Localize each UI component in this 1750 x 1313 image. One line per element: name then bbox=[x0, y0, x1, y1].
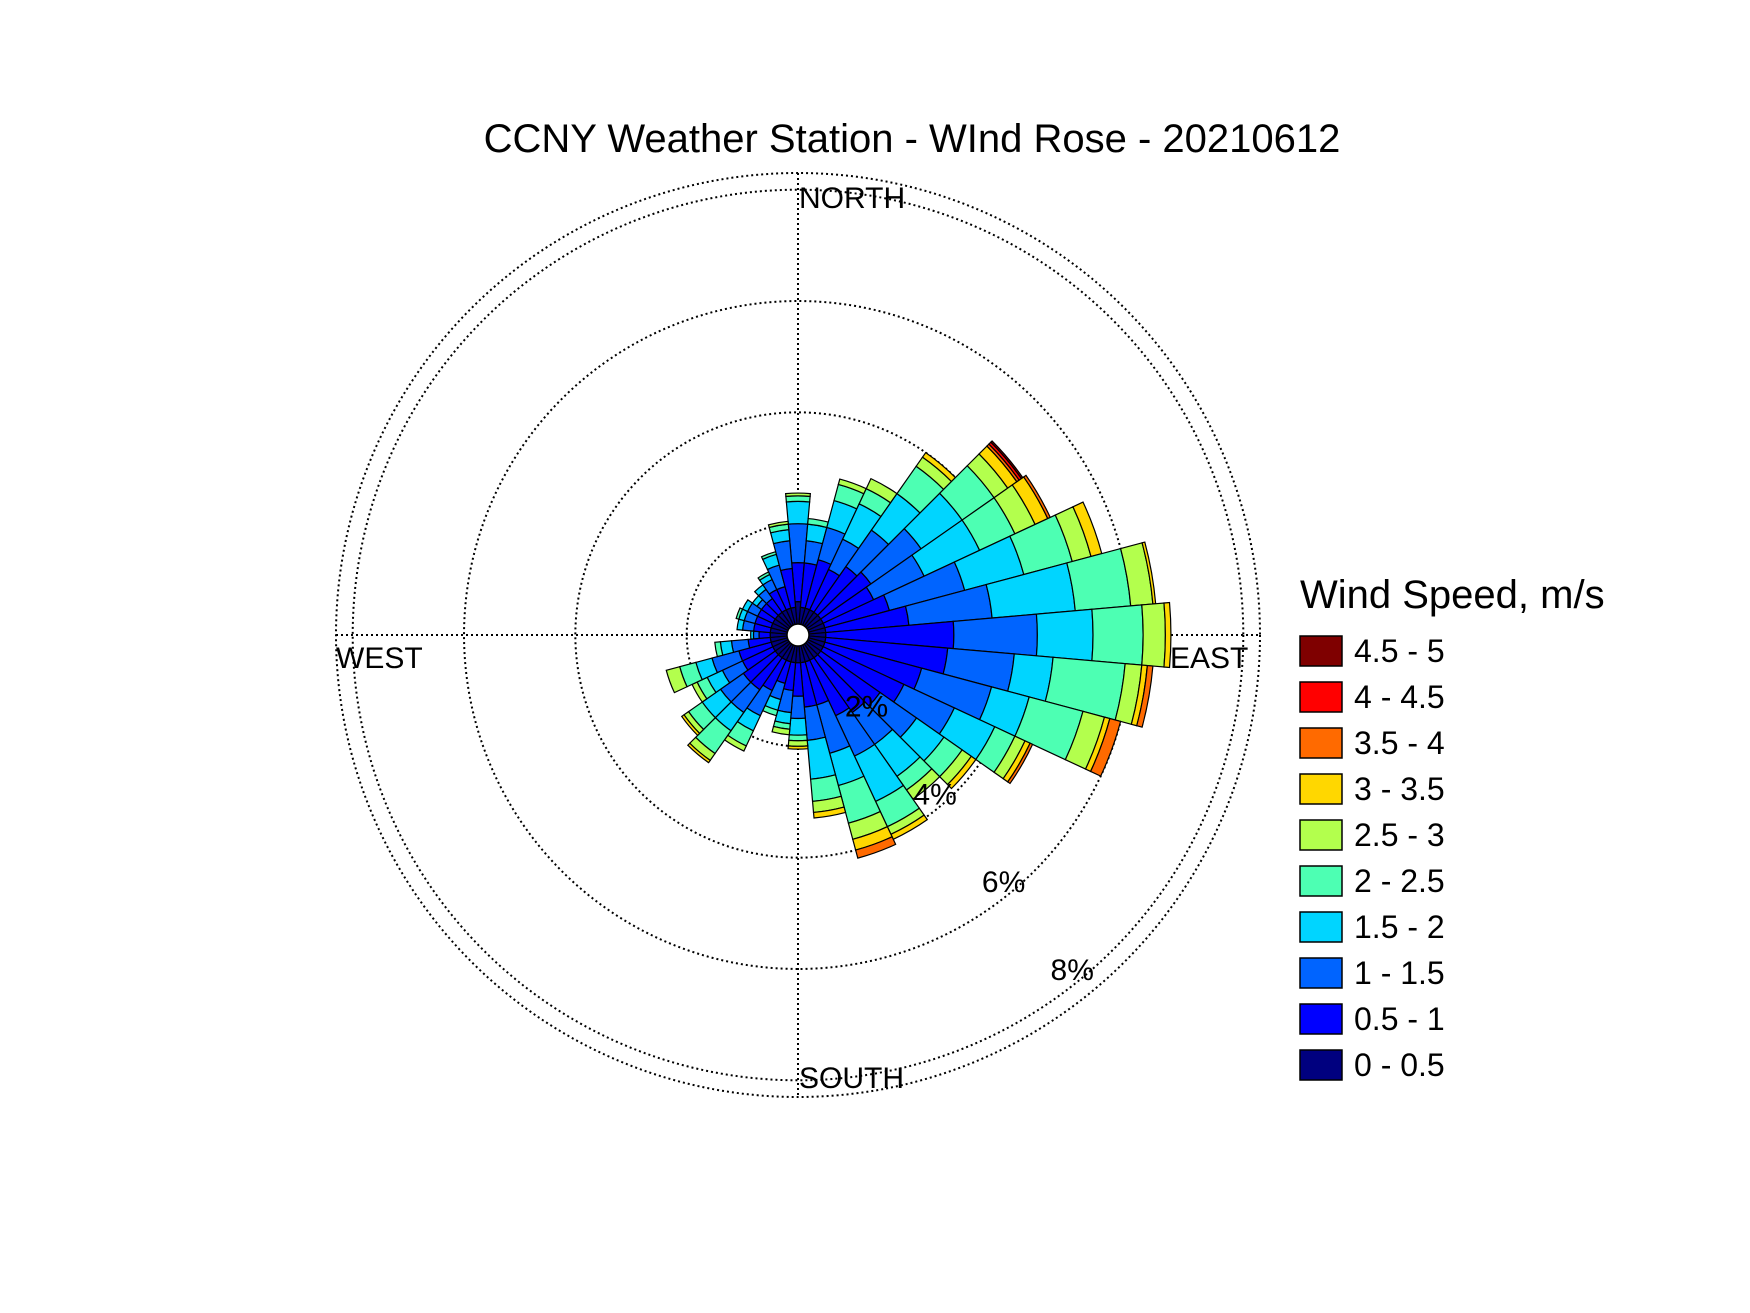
wind-sectors bbox=[665, 440, 1172, 859]
legend-swatch bbox=[1299, 681, 1343, 713]
sector-segment bbox=[665, 665, 688, 694]
radial-tick-labels: 2% 4% 6% 8% bbox=[845, 691, 1094, 987]
legend-label: 1.5 - 2 bbox=[1354, 909, 1445, 945]
legend-label: 0 - 0.5 bbox=[1354, 1047, 1445, 1083]
legend-swatch bbox=[1299, 1049, 1343, 1081]
radial-tick-label: 6% bbox=[982, 866, 1025, 899]
legend-title: Wind Speed, m/s bbox=[1300, 573, 1605, 617]
legend-swatch bbox=[1299, 773, 1343, 805]
sector-segment bbox=[812, 806, 847, 819]
legend-label: 0.5 - 1 bbox=[1354, 1001, 1445, 1037]
sector-segment bbox=[735, 607, 744, 620]
center-hole bbox=[786, 623, 810, 647]
radial-tick-label: 2% bbox=[845, 691, 888, 724]
sector-segment bbox=[1091, 604, 1144, 666]
sector-segment bbox=[767, 520, 789, 529]
chart-title: CCNY Weather Station - WInd Rose - 20210… bbox=[484, 117, 1341, 161]
legend-swatch bbox=[1299, 1003, 1343, 1035]
sector-segment bbox=[788, 717, 808, 736]
east-label: EAST bbox=[1170, 642, 1248, 675]
south-label: SOUTH bbox=[799, 1062, 904, 1095]
sector-segment bbox=[1006, 742, 1034, 785]
sector-segment bbox=[1141, 602, 1166, 668]
legend-swatch bbox=[1299, 865, 1343, 897]
legend-swatch bbox=[1299, 635, 1343, 667]
legend-swatch bbox=[1299, 727, 1343, 759]
legend-label: 1 - 1.5 bbox=[1354, 955, 1445, 991]
sector-segment bbox=[785, 495, 811, 503]
sector-segment bbox=[680, 713, 701, 737]
sector-segment bbox=[787, 739, 809, 747]
legend-swatch bbox=[1299, 911, 1343, 943]
sector-segment bbox=[750, 630, 755, 640]
sector-segment bbox=[946, 755, 977, 790]
west-label: WEST bbox=[336, 642, 423, 675]
radial-tick-label: 8% bbox=[1051, 954, 1094, 987]
legend-label: 3 - 3.5 bbox=[1354, 771, 1445, 807]
sector-segment bbox=[1089, 717, 1122, 777]
legend-label: 4.5 - 5 bbox=[1354, 633, 1445, 669]
legend-swatch bbox=[1299, 819, 1343, 851]
sector-segment bbox=[714, 641, 724, 658]
sector-segment bbox=[1163, 601, 1172, 669]
sector-segment bbox=[686, 742, 712, 764]
radial-tick-label: 4% bbox=[913, 779, 956, 812]
legend-items: 4.5 - 5 4 - 4.5 3.5 - 4 3 - 3.5 2.5 - 3 2 - 2… bbox=[1299, 633, 1445, 1083]
sector-segment bbox=[752, 630, 760, 640]
sector-segment bbox=[784, 492, 812, 498]
legend-swatch bbox=[1299, 957, 1343, 989]
north-label: NORTH bbox=[799, 182, 905, 215]
legend-label: 2.5 - 3 bbox=[1354, 817, 1445, 853]
sector-segment bbox=[771, 725, 791, 736]
sector-segment bbox=[1035, 608, 1094, 662]
sector-segment bbox=[854, 835, 897, 859]
grid-ring bbox=[351, 188, 1245, 1082]
sector-segment bbox=[787, 745, 809, 750]
sector-segment bbox=[741, 599, 754, 613]
legend: Wind Speed, m/s 4.5 - 5 4 - 4.5 3.5 - 4 3 -… bbox=[1299, 573, 1605, 1083]
sector-segment bbox=[785, 500, 811, 525]
sector-segment bbox=[788, 734, 808, 742]
legend-label: 3.5 - 4 bbox=[1354, 725, 1445, 761]
legend-label: 4 - 4.5 bbox=[1354, 679, 1445, 715]
legend-label: 2 - 2.5 bbox=[1354, 863, 1445, 899]
sector-segment bbox=[1135, 664, 1154, 728]
